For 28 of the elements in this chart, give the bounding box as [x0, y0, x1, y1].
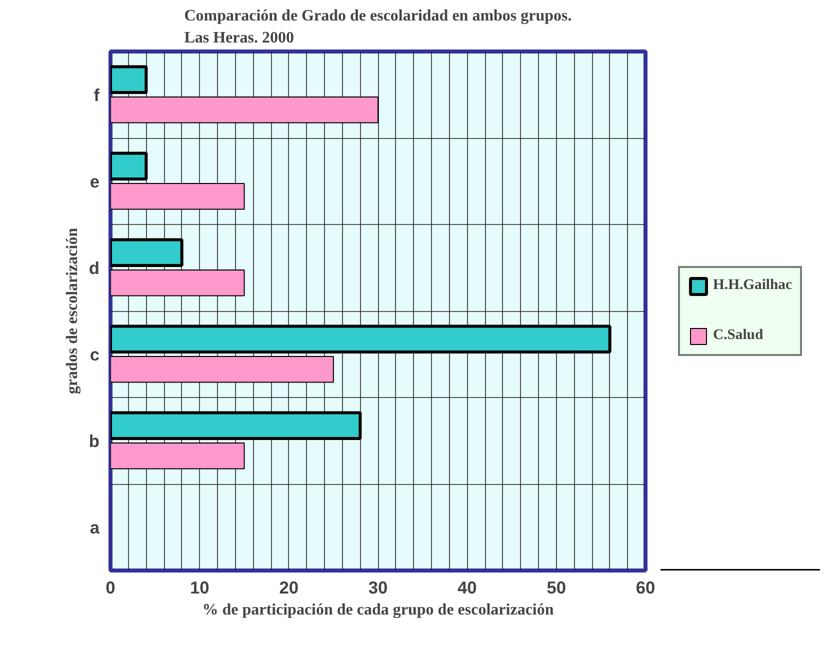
y-tick-label: d — [88, 258, 100, 278]
x-tick-label: 20 — [279, 578, 298, 598]
x-tick-label: 0 — [106, 578, 116, 598]
chart-title: Comparación de Grado de escolaridad en ambos grupos. Las Heras. 2000 — [184, 7, 572, 46]
bar — [110, 356, 334, 383]
x-tick-label: 40 — [458, 578, 477, 598]
y-tick-label: f — [94, 84, 100, 105]
bar — [110, 152, 148, 180]
bar — [110, 442, 245, 470]
x-tick-label: 30 — [368, 578, 388, 598]
y-tick-label: e — [90, 171, 100, 192]
y-axis-title: grados de escolarización — [64, 228, 81, 394]
x-tick-label: 50 — [546, 578, 566, 598]
x-tick-label: 10 — [190, 578, 210, 598]
bar — [110, 65, 148, 94]
bar — [110, 324, 612, 354]
bar — [110, 411, 362, 440]
x-tick-label: 60 — [636, 578, 656, 598]
bar — [110, 238, 184, 267]
bar — [110, 183, 245, 210]
bar — [110, 96, 378, 124]
legend-label: C.Salud — [713, 327, 764, 344]
y-tick-label: a — [90, 517, 100, 538]
bar — [110, 270, 245, 296]
y-tick-label: b — [88, 430, 100, 451]
legend-label: H.H.Gailhac — [713, 277, 792, 294]
x-axis-title: % de participación de cada grupo de escolarización — [202, 602, 554, 618]
y-tick-label: c — [90, 344, 100, 364]
